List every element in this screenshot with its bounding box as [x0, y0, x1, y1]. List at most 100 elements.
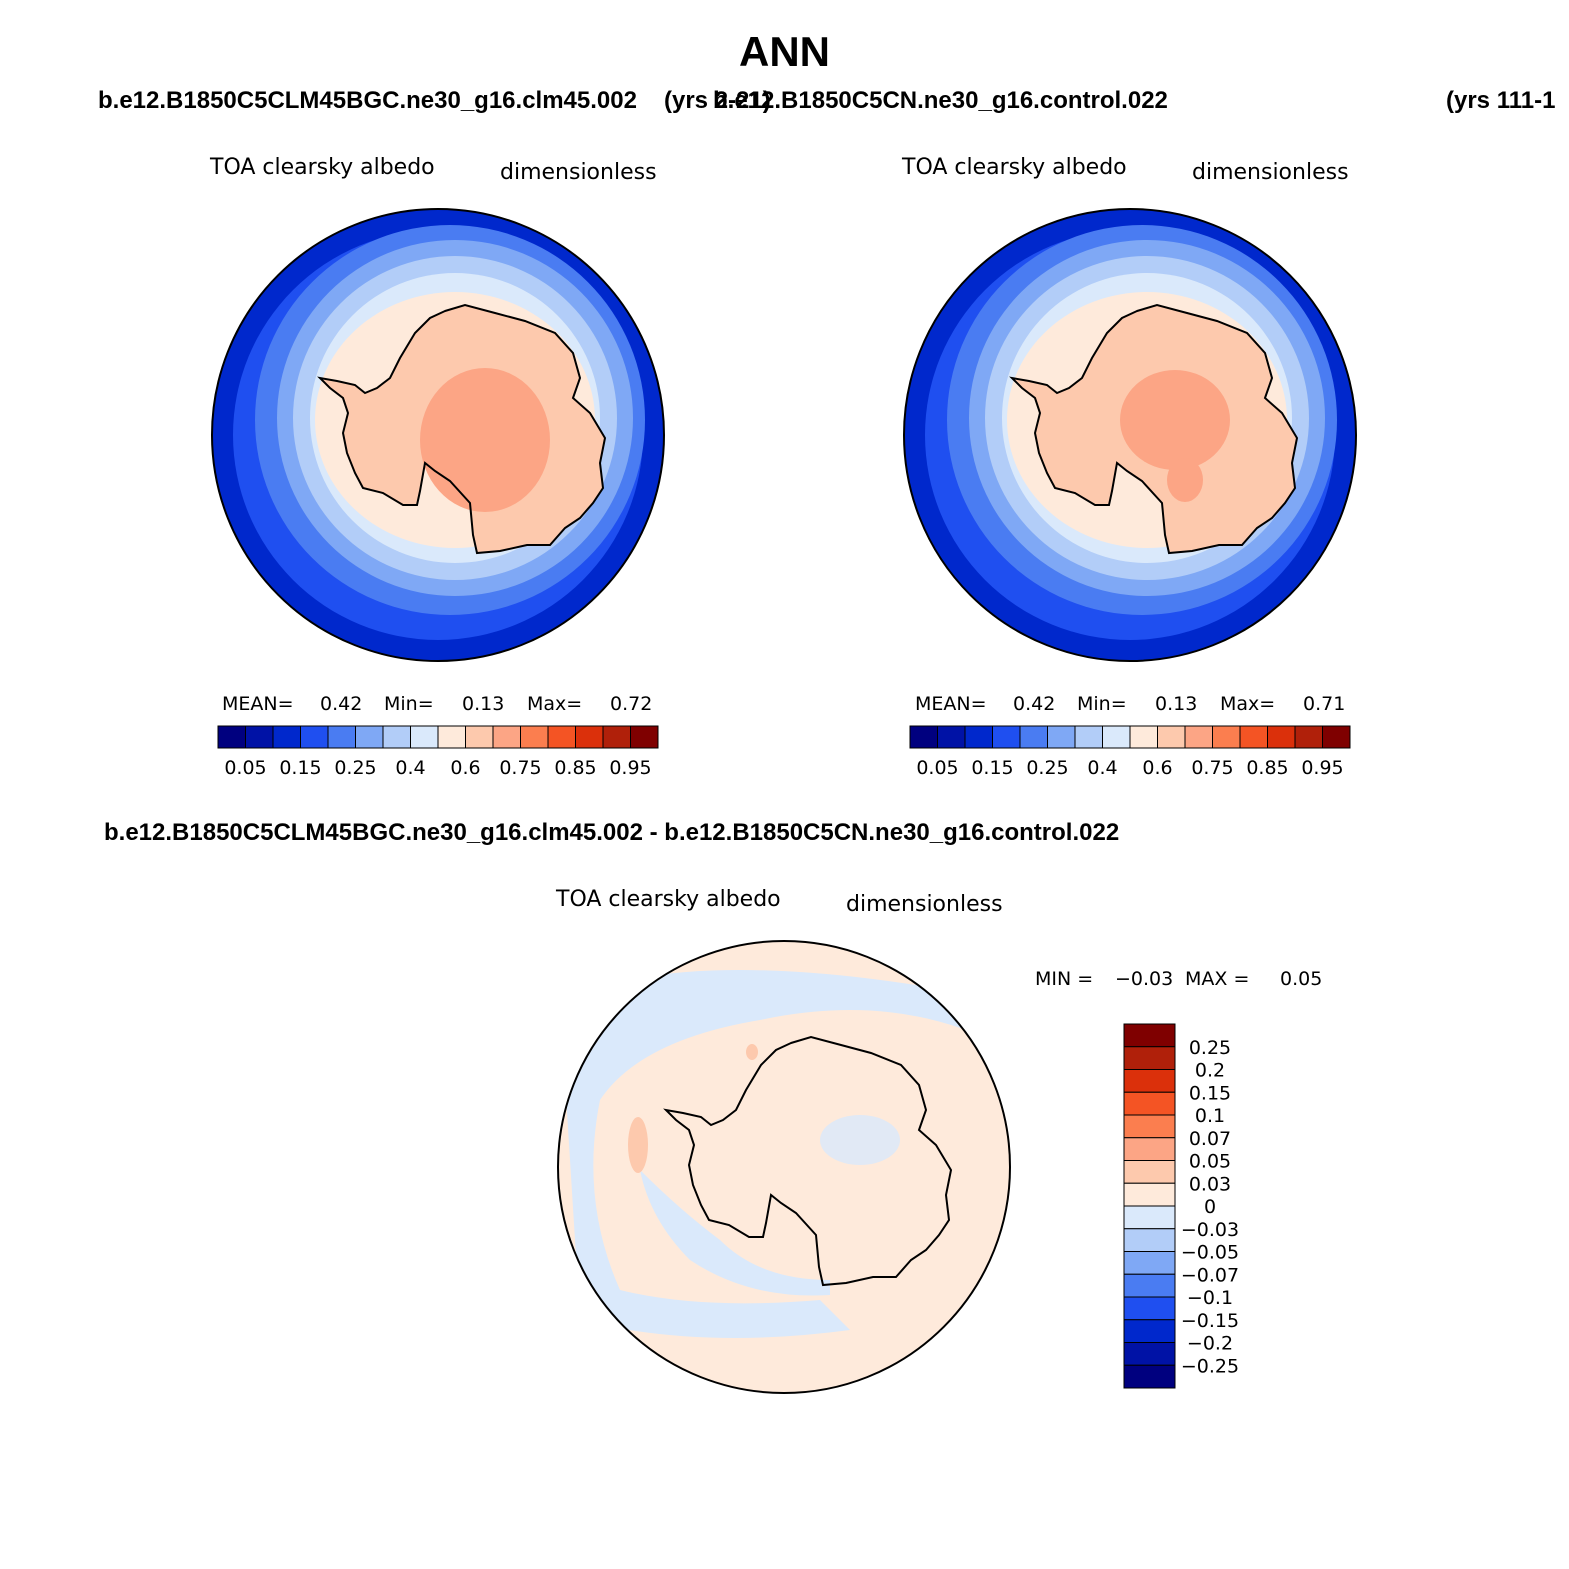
panel3-colorbar-tick-label: 0.07: [1189, 1128, 1231, 1150]
panel3-colorbar-swatch: [1123, 1160, 1176, 1184]
panel3-colorbar-swatch: [1123, 1251, 1176, 1275]
panel3-colorbar-swatch: [1123, 1296, 1176, 1321]
panel2-colorbar-swatch: [1294, 725, 1323, 749]
panel2-colorbar-swatch: [1102, 725, 1131, 749]
panel3-colorbar-tick-label: 0.03: [1189, 1173, 1231, 1195]
panel1-min-value: 0.13: [462, 693, 505, 715]
panel2-colorbar-swatch: [1047, 725, 1076, 749]
panel3-colorbar-tick-label: −0.07: [1181, 1264, 1239, 1286]
panel1-colorbar-swatch: [547, 725, 576, 749]
panel2-colorbar-swatch: [1212, 725, 1241, 749]
panel2-colorbar-swatch: [1239, 725, 1268, 749]
case-name-left: b.e12.B1850C5CLM45BGC.ne30_g16.clm45.002: [98, 87, 637, 114]
panel2-colorbar: 0.05 0.15 0.25 0.4 0.6 0.75 0.85 0.95: [909, 725, 1351, 779]
panel2-colorbar-tick-label: 0.6: [1142, 757, 1172, 779]
panel1-colorbar-tick-label: 0.95: [609, 757, 651, 779]
panel2-max-label: Max=: [1220, 693, 1276, 715]
panel1-colorbar-swatch: [520, 725, 549, 749]
panel1-colorbar-tick-label: 0.25: [334, 757, 376, 779]
panel2-colorbar-swatch: [1267, 725, 1296, 749]
panel3-colorbar-swatch: [1123, 1023, 1176, 1048]
panel3-colorbar-swatch: [1123, 1114, 1176, 1139]
panel3-colorbar-tick-label: −0.1: [1187, 1287, 1233, 1309]
panel1-max-value: 0.72: [610, 693, 653, 715]
panel2-mean-value: 0.42: [1013, 693, 1056, 715]
panel3-colorbar-tick-label: −0.2: [1187, 1333, 1233, 1355]
panel1-colorbar-swatch: [437, 725, 466, 749]
panel3-colorbar-swatch: [1123, 1319, 1176, 1343]
panel2-mean-label: MEAN=: [915, 693, 987, 715]
panel1-colorbar-swatch: [602, 725, 631, 749]
panel3-colorbar-swatch: [1123, 1273, 1176, 1298]
panel2-map: [903, 208, 1357, 662]
panel3-colorbar: 0.250.20.150.10.070.050.030−0.03−0.05−0.…: [1123, 1023, 1239, 1389]
panel1-mean-label: MEAN=: [222, 693, 294, 715]
panel3-min-label: MIN =: [1035, 968, 1094, 990]
panel2-colorbar-swatch: [992, 725, 1021, 749]
panel1-mean-value: 0.42: [320, 693, 363, 715]
panel2-colorbar-tick-label: 0.85: [1246, 757, 1288, 779]
panel2-max-value: 0.71: [1303, 693, 1346, 715]
panel2-colorbar-swatch: [1322, 725, 1351, 749]
case-years-right: (yrs 111-1: [1446, 87, 1556, 114]
panel2-colorbar-tick-label: 0.05: [916, 757, 958, 779]
panel1-colorbar-swatch: [300, 725, 329, 749]
panel1-colorbar-swatch: [492, 725, 521, 749]
case-name-right: b.e12.B1850C5CN.ne30_g16.control.022: [713, 87, 1168, 114]
panel1-colorbar-swatch: [245, 725, 274, 749]
panel3-colorbar-swatch: [1123, 1069, 1176, 1093]
panel3-colorbar-tick-label: 0.1: [1195, 1105, 1225, 1127]
panel3-colorbar-tick-label: −0.03: [1181, 1219, 1239, 1241]
panel2-variable: TOA clearsky albedo: [902, 155, 1127, 180]
panel2-colorbar-swatch: [937, 725, 966, 749]
panel3-colorbar-tick-label: 0.05: [1189, 1151, 1231, 1173]
panel1-colorbar-swatch: [410, 725, 439, 749]
panel3-colorbar-tick-label: 0.25: [1189, 1037, 1231, 1059]
panel3-max-value: 0.05: [1280, 968, 1323, 990]
panel1-colorbar-tick-label: 0.15: [279, 757, 321, 779]
panel1-colorbar-swatch: [630, 725, 659, 749]
panel1-colorbar-swatch: [217, 725, 246, 749]
panel3-map: [557, 940, 1011, 1394]
panel2-units: dimensionless: [1192, 160, 1349, 185]
panel2-min-value: 0.13: [1155, 693, 1198, 715]
panel3-min-value: −0.03: [1115, 968, 1174, 990]
panel2-colorbar-tick-label: 0.95: [1301, 757, 1343, 779]
panel3-colorbar-swatch: [1123, 1091, 1176, 1116]
panel3-colorbar-swatch: [1123, 1182, 1176, 1207]
panel1-units: dimensionless: [500, 160, 657, 185]
panel3-colorbar-swatch: [1123, 1228, 1176, 1252]
panel1-colorbar-tick-label: 0.4: [395, 757, 425, 779]
panel2-colorbar-swatch: [1129, 725, 1158, 749]
panel2-colorbar-tick-label: 0.25: [1026, 757, 1068, 779]
panel1-map: [211, 208, 665, 662]
panel3-max-label: MAX =: [1185, 968, 1250, 990]
panel1-colorbar-swatch: [465, 725, 494, 749]
panel3-units: dimensionless: [846, 892, 1003, 917]
panel1-colorbar-swatch: [575, 725, 604, 749]
panel2-colorbar-swatch: [1157, 725, 1186, 749]
panel1-colorbar-swatch: [327, 725, 356, 749]
panel3-colorbar-tick-label: 0.2: [1195, 1060, 1225, 1082]
plot-title: ANN: [739, 28, 830, 75]
panel2-colorbar-tick-label: 0.4: [1087, 757, 1117, 779]
diff-case-title: b.e12.B1850C5CLM45BGC.ne30_g16.clm45.002…: [104, 819, 1120, 846]
panel1-colorbar-swatch: [272, 725, 301, 749]
panel2-colorbar-tick-label: 0.15: [971, 757, 1013, 779]
panel1-variable: TOA clearsky albedo: [210, 155, 435, 180]
panel1-min-label: Min=: [384, 693, 434, 715]
panel2-min-label: Min=: [1077, 693, 1127, 715]
panel2-colorbar-swatch: [1074, 725, 1103, 749]
panel1-colorbar-tick-label: 0.75: [499, 757, 541, 779]
panel3-colorbar-tick-label: 0: [1204, 1196, 1216, 1218]
panel2-colorbar-swatch: [909, 725, 938, 749]
panel1-max-label: Max=: [527, 693, 583, 715]
panel1-colorbar: 0.05 0.15 0.25 0.4 0.6 0.75 0.85 0.95: [217, 725, 659, 779]
panel1-colorbar-swatch: [355, 725, 384, 749]
panel1-colorbar-tick-label: 0.05: [224, 757, 266, 779]
panel3-colorbar-tick-label: −0.15: [1181, 1310, 1239, 1332]
panel2-colorbar-swatch: [1019, 725, 1048, 749]
panel3-colorbar-swatch: [1123, 1364, 1176, 1389]
panel2-colorbar-swatch: [1184, 725, 1213, 749]
